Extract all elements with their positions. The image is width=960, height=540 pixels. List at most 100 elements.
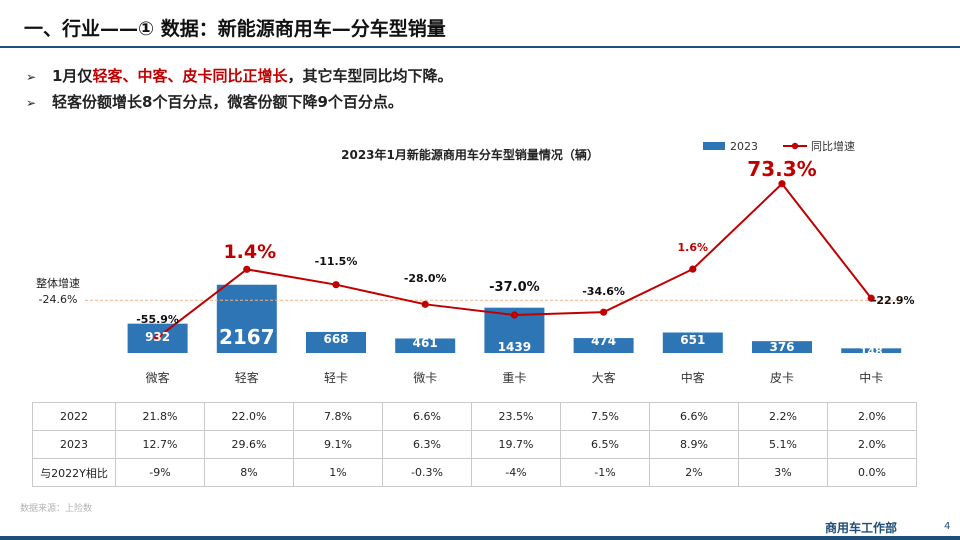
table-cell: 8%	[204, 458, 294, 487]
overall-growth-label: 整体增速	[36, 276, 80, 290]
data-source: 数据来源：上险数	[20, 504, 93, 514]
growth-data-label: 1.4%	[223, 241, 276, 263]
table-cell: 6.6%	[649, 402, 739, 431]
bar-value-label: 932	[145, 330, 170, 344]
table-cell: 2.2%	[738, 402, 828, 431]
table-cell: 7.5%	[560, 402, 650, 431]
bar-value-label: 651	[680, 333, 705, 347]
bar-value-label: 668	[323, 332, 348, 346]
legend-bar-label: 2023	[730, 140, 758, 153]
growth-point	[332, 281, 340, 289]
row-header: 与2022Y相比	[32, 458, 116, 487]
category-label: 微客	[146, 370, 170, 385]
table-cell: 29.6%	[204, 430, 294, 459]
table-row: 与2022Y相比 -9% 8% 1% -0.3% -4% -1% 2% 3% 0.0%	[32, 458, 917, 487]
arrow-bullet-icon: ➢	[26, 70, 37, 84]
table-cell: -9%	[115, 458, 205, 487]
bar-value-label: 148	[860, 345, 883, 358]
bullet-1-text-highlight: 轻客、中客、皮卡同比正增长	[92, 67, 288, 85]
table-cell: 6.6%	[382, 402, 472, 431]
share-table: 2022 21.8% 22.0% 7.8% 6.6% 23.5% 7.5% 6.6% 2.2% 2…	[32, 402, 917, 487]
table-cell: 23.5%	[471, 402, 561, 431]
legend-line-label: 同比增速	[811, 139, 855, 153]
bar-value-label: 1439	[498, 340, 531, 354]
table-cell: 12.7%	[115, 430, 205, 459]
bullet-1-text-a: 1月仅	[52, 67, 93, 85]
bar	[662, 332, 723, 353]
bullet-1-text-c: ，其它车型同比均下降。	[287, 67, 453, 85]
table-row: 2023 12.7% 29.6% 9.1% 6.3% 19.7% 6.5% 8.9% 5.1% 2…	[32, 430, 917, 459]
arrow-bullet-icon: ➢	[26, 96, 37, 110]
table-cell: 2.0%	[827, 430, 917, 459]
table-cell: -1%	[560, 458, 650, 487]
table-cell: 21.8%	[115, 402, 205, 431]
growth-point	[778, 180, 786, 188]
growth-point	[421, 300, 429, 308]
footer-department: 商用车工作部	[825, 521, 898, 535]
growth-data-label: -28.0%	[404, 272, 447, 285]
growth-data-label: 1.6%	[678, 241, 709, 254]
chart-title: 2023年1月新能源商用车分车型销量情况（辆）	[341, 147, 599, 162]
legend-line-marker	[791, 142, 799, 150]
table-cell: 2%	[649, 458, 739, 487]
title-rule	[0, 46, 960, 48]
growth-point	[600, 308, 608, 316]
bar	[216, 284, 277, 353]
growth-data-label: 73.3%	[747, 157, 816, 181]
table-cell: 3%	[738, 458, 828, 487]
bullet-2: ➢ 轻客份额增长8个百分点，微客份额下降9个百分点。	[26, 90, 452, 116]
row-header: 2023	[32, 430, 116, 459]
growth-data-label: -37.0%	[489, 280, 540, 295]
category-label: 皮卡	[770, 371, 794, 385]
category-label: 重卡	[502, 371, 526, 385]
table-cell: 22.0%	[204, 402, 294, 431]
table-cell: -0.3%	[382, 458, 472, 487]
slide-title: 一、行业——① 数据：新能源商用车—分车型销量	[24, 18, 446, 40]
growth-data-label: -34.6%	[582, 285, 625, 298]
table-cell: 9.1%	[293, 430, 383, 459]
bar	[573, 338, 634, 353]
bar	[395, 338, 456, 353]
category-label: 轻卡	[324, 371, 348, 385]
category-label: 微卡	[413, 371, 437, 385]
table-cell: 6.3%	[382, 430, 472, 459]
bar-value-label: 461	[413, 336, 438, 350]
table-row: 2022 21.8% 22.0% 7.8% 6.6% 23.5% 7.5% 6.6% 2.2% 2…	[32, 402, 917, 431]
page-number: 4	[944, 521, 951, 532]
growth-data-label: -22.9%	[872, 294, 915, 307]
table-cell: 6.5%	[560, 430, 650, 459]
bullet-2-text: 轻客份额增长8个百分点，微客份额下降9个百分点。	[52, 93, 403, 111]
bar-value-label: 2167	[219, 325, 275, 349]
row-header: 2022	[32, 402, 116, 431]
table-cell: 19.7%	[471, 430, 561, 459]
table-cell: 7.8%	[293, 402, 383, 431]
category-label: 中客	[681, 370, 705, 385]
growth-point	[154, 333, 162, 342]
bar	[752, 341, 812, 353]
bullet-1: ➢ 1月仅轻客、中客、皮卡同比正增长，其它车型同比均下降。	[26, 64, 452, 90]
bar-value-label: 474	[591, 334, 616, 348]
table-cell: 0.0%	[827, 458, 917, 487]
overall-growth-value: -24.6%	[39, 293, 78, 306]
growth-data-label: -55.9%	[136, 313, 179, 326]
growth-point	[689, 265, 697, 273]
table-cell: -4%	[471, 458, 561, 487]
bar	[841, 348, 902, 353]
table-cell: 2.0%	[827, 402, 917, 431]
table-cell: 5.1%	[738, 430, 828, 459]
category-label: 大客	[592, 370, 616, 385]
growth-point	[243, 265, 251, 273]
growth-point	[510, 311, 518, 319]
bar-value-label: 376	[769, 340, 794, 354]
bullet-list: ➢ 1月仅轻客、中客、皮卡同比正增长，其它车型同比均下降。 ➢ 轻客份额增长8个百分…	[26, 64, 452, 116]
growth-data-label: -11.5%	[315, 255, 358, 268]
legend-bar-swatch	[703, 142, 725, 150]
bar	[306, 331, 366, 353]
category-label: 轻客	[235, 370, 259, 385]
table-cell: 1%	[293, 458, 383, 487]
table-cell: 8.9%	[649, 430, 739, 459]
growth-point	[867, 294, 875, 302]
category-label: 中卡	[859, 370, 883, 385]
footer-rule	[0, 536, 960, 540]
